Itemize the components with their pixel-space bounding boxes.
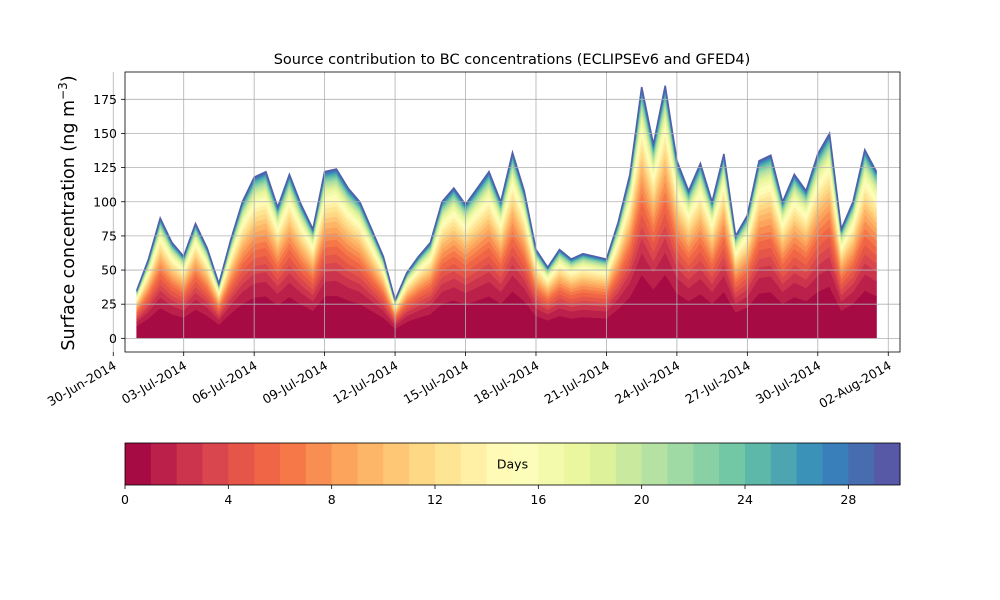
colorbar-tick-label: 28 [840,492,856,507]
colorbar-tick-label: 4 [224,492,232,507]
y-tick-label: 125 [93,160,117,175]
colorbar-segment [254,443,281,485]
colorbar-tick-label: 8 [328,492,336,507]
colorbar-segment [512,443,539,485]
x-tick-label: 02-Aug-2014 [816,358,894,411]
plot-frame [124,71,901,353]
colorbar-segment [435,443,462,485]
chart-title: Source contribution to BC concentrations… [274,52,751,68]
colorbar-tick-label: 24 [737,492,753,507]
colorbar-segment [280,443,307,485]
x-tick-label: 30-Jul-2014 [753,358,823,407]
colorbar-segment [125,443,152,485]
x-tick-label: 03-Jul-2014 [119,358,189,407]
colorbar-segment [228,443,255,485]
colorbar-segment [383,443,410,485]
colorbar-segment [176,443,204,485]
colorbar-frame [124,442,901,486]
colorbar-segment [150,443,178,485]
colorbar-segment [719,443,746,485]
colorbar-tick-label: 12 [427,492,443,507]
y-tick-label: 0 [109,331,117,346]
colorbar-segment [331,443,359,485]
y-tick-label: 100 [93,194,117,209]
colorbar-segment [796,443,824,485]
colorbar-segment [745,443,772,485]
x-tick-label: 06-Jul-2014 [189,358,259,407]
x-tick-label: 12-Jul-2014 [330,358,400,407]
colorbar-segment [874,443,901,485]
y-tick-label: 25 [101,297,117,312]
y-tick-label: 150 [93,126,117,141]
colorbar-segment [615,443,643,485]
colorbar-segment [409,443,436,485]
colorbar-segment [667,443,694,485]
colorbar-tick-label: 16 [530,492,546,507]
plot-area: 0 25 50 75 100 125 150 175 30-Jun-2014 03-Jul-201… [45,71,901,411]
colorbar-segment [822,443,849,485]
y-tick-label: 175 [93,92,117,107]
colorbar-segment [641,443,669,485]
colorbar-segment [848,443,875,485]
x-tick-label: 21-Jul-2014 [542,358,612,407]
y-tick-label: 50 [101,263,117,278]
total-outline [135,85,878,303]
colorbar-segment [460,443,488,485]
x-tick-label: 15-Jul-2014 [401,358,471,407]
x-tick-label: 30-Jun-2014 [45,358,119,409]
colorbar-segment [486,443,514,485]
x-tick-label: 27-Jul-2014 [683,358,753,407]
colorbar-segment [202,443,229,485]
y-tick-label: 75 [101,228,117,243]
x-tick-label: 09-Jul-2014 [260,358,330,407]
colorbar-segment [770,443,798,485]
colorbar-tick-label: 0 [121,492,129,507]
colorbar-tick-label: 20 [634,492,650,507]
colorbar-segment [693,443,720,485]
colorbar-segment [357,443,384,485]
colorbar-segment [564,443,591,485]
x-tick-label: 18-Jul-2014 [471,358,541,407]
colorbar-segment [538,443,565,485]
colorbar: 0 4 8 12 16 20 24 28 Days [121,442,901,507]
colorbar-label: Days [497,457,528,472]
colorbar-segment [305,443,333,485]
x-tick-label: 24-Jul-2014 [612,358,682,407]
colorbar-segment [590,443,617,485]
y-axis-label: Surface concentration (ng m−3) [56,75,79,350]
